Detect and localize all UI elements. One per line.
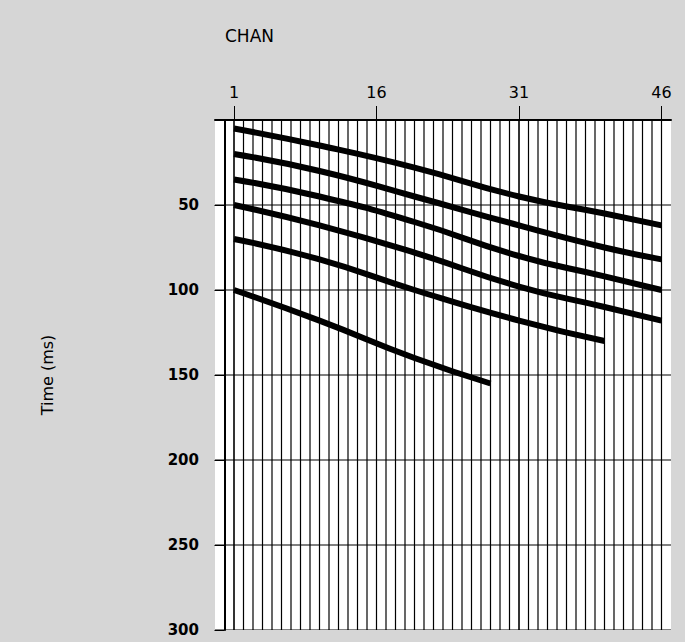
svg-text:16: 16 bbox=[366, 83, 386, 102]
svg-text:250: 250 bbox=[168, 536, 199, 554]
svg-text:50: 50 bbox=[178, 196, 199, 214]
svg-text:46: 46 bbox=[651, 83, 671, 102]
svg-text:150: 150 bbox=[168, 366, 199, 384]
svg-text:CHAN: CHAN bbox=[225, 26, 274, 46]
svg-text:200: 200 bbox=[168, 451, 199, 469]
svg-text:Time (ms): Time (ms) bbox=[38, 335, 57, 417]
svg-text:31: 31 bbox=[509, 83, 529, 102]
svg-text:300: 300 bbox=[168, 621, 199, 639]
svg-text:1: 1 bbox=[229, 83, 239, 102]
svg-text:100: 100 bbox=[168, 281, 199, 299]
